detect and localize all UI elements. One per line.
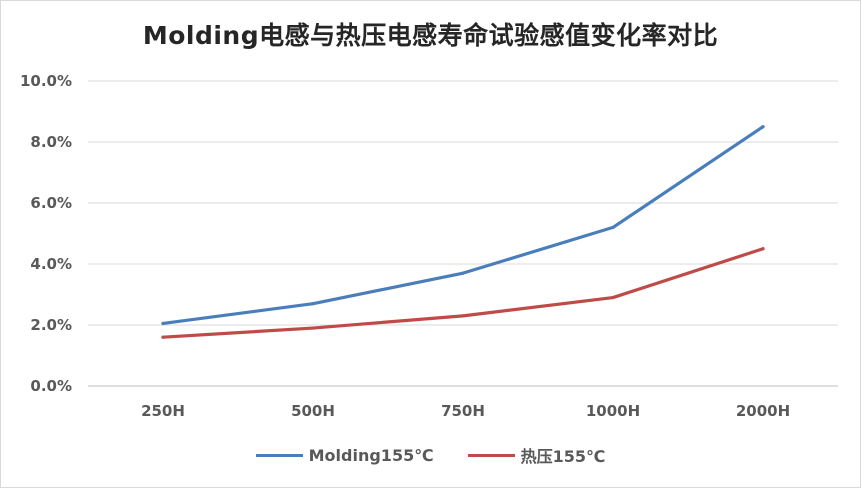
y-tick-label: 0.0%: [30, 377, 72, 395]
legend-label-hot-press: 热压155℃: [520, 447, 606, 466]
data-point: [461, 271, 465, 275]
series-line-0: [161, 125, 765, 326]
x-tick-label: 250H: [141, 402, 185, 420]
data-point: [611, 295, 615, 300]
legend: Molding155℃ 热压155℃: [0, 443, 861, 467]
data-point: [161, 321, 165, 326]
legend-item-hot-press: 热压155℃: [467, 443, 606, 467]
y-tick-label: 2.0%: [30, 316, 72, 334]
data-point: [761, 125, 765, 129]
legend-item-molding: Molding155℃: [255, 445, 434, 465]
data-point: [311, 302, 315, 306]
data-point: [461, 314, 465, 318]
gridlines: [88, 80, 838, 387]
y-axis-ticks: 0.0% 2.0% 4.0% 6.0% 8.0% 10.0%: [20, 72, 72, 395]
legend-label-molding: Molding155℃: [308, 445, 434, 465]
series-line-1: [161, 247, 765, 339]
chart-title: Molding电感与热压电感寿命试验感值变化率对比: [142, 21, 719, 50]
y-tick-label: 8.0%: [30, 133, 72, 151]
data-point: [611, 225, 615, 229]
y-tick-label: 6.0%: [30, 194, 72, 212]
data-point: [311, 326, 315, 330]
x-tick-label: 750H: [441, 402, 485, 420]
x-tick-label: 500H: [291, 402, 335, 420]
x-tick-label: 2000H: [736, 402, 790, 420]
y-tick-label: 4.0%: [30, 255, 72, 273]
legend-swatch-hot-press: [467, 453, 515, 457]
y-tick-label: 10.0%: [20, 72, 72, 90]
x-tick-label: 1000H: [586, 402, 640, 420]
series-lines: [161, 125, 765, 339]
legend-swatch-molding: [255, 453, 303, 457]
data-point: [761, 247, 765, 251]
data-point: [161, 335, 165, 339]
x-axis-ticks: 250H 500H 750H 1000H 2000H: [141, 402, 790, 420]
